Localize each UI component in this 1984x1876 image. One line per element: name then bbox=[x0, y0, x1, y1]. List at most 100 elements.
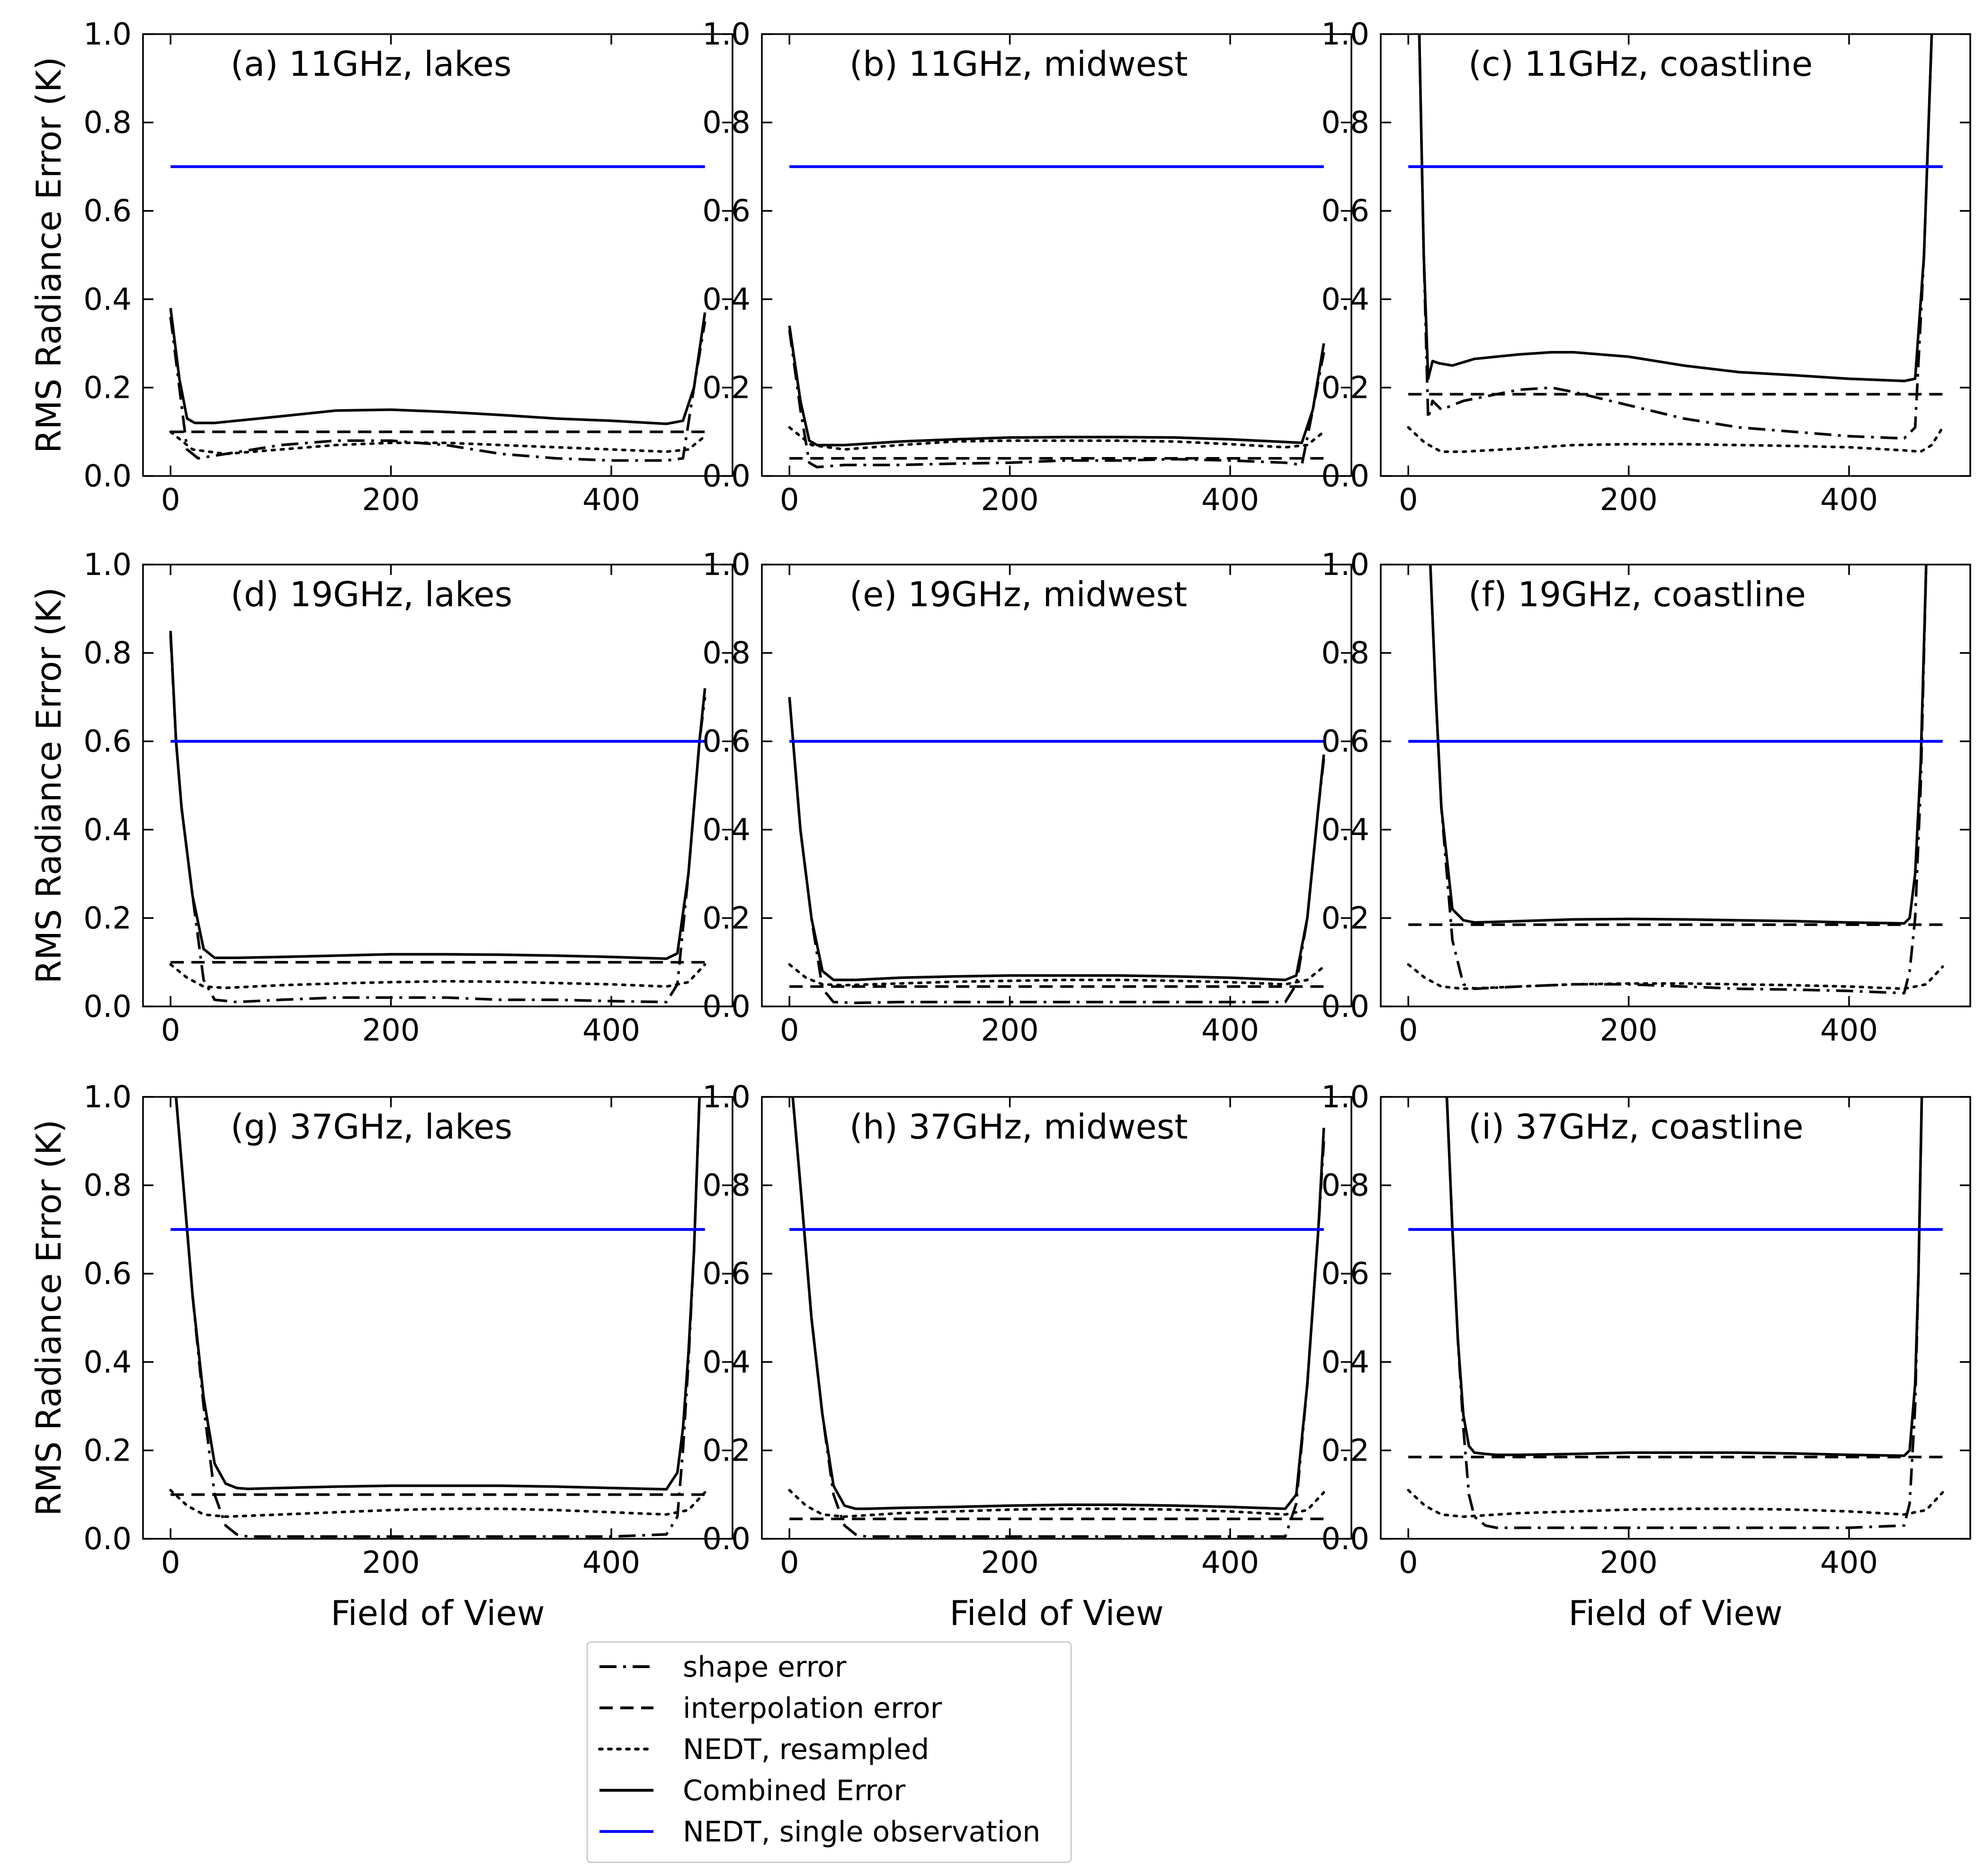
series-shape-error bbox=[1418, 34, 1933, 440]
panel-2: 0 200 400 0.0 0.2 0.4 0.6 0.8 1.0 (b) 11GHz, midw… bbox=[702, 17, 1352, 518]
y-tick-label: 0.2 bbox=[83, 1433, 132, 1468]
y-tick-label: 0.6 bbox=[83, 724, 132, 759]
x-tick-label: 400 bbox=[1820, 1545, 1878, 1580]
series-nedt-resampled bbox=[788, 1489, 1325, 1518]
axes-frame bbox=[142, 564, 733, 1007]
series-group bbox=[788, 1097, 1325, 1538]
y-tick-label: 0.4 bbox=[1321, 282, 1369, 317]
y-tick-label: 0.6 bbox=[702, 1257, 751, 1292]
series-nedt-resampled bbox=[1407, 426, 1944, 453]
axes-frame bbox=[1380, 33, 1971, 477]
axes-frame bbox=[1380, 1096, 1971, 1540]
panel-title: (a) 11GHz, lakes bbox=[231, 44, 511, 84]
axes-frame bbox=[142, 33, 733, 477]
series-shape-error bbox=[791, 1097, 1325, 1538]
x-tick-label: 0 bbox=[780, 483, 799, 518]
y-tick-label: 0.0 bbox=[1321, 1522, 1369, 1557]
panel-title: (e) 19GHz, midwest bbox=[849, 574, 1187, 614]
series-combined-error bbox=[175, 1097, 701, 1491]
legend-label: NEDT, resampled bbox=[683, 1733, 929, 1766]
panel-title: (b) 11GHz, midwest bbox=[849, 44, 1188, 84]
y-tick-label: 1.0 bbox=[83, 1080, 132, 1115]
x-tick-label: 400 bbox=[1201, 1545, 1259, 1580]
series-group bbox=[788, 697, 1325, 1005]
y-tick-label: 0.0 bbox=[1321, 989, 1369, 1024]
x-tick-label: 200 bbox=[1600, 1013, 1658, 1048]
x-tick-label: 0 bbox=[1399, 1545, 1418, 1580]
series-nedt-resampled bbox=[169, 430, 706, 456]
panel-title: (f) 19GHz, coastline bbox=[1468, 574, 1806, 614]
x-tick-label: 0 bbox=[161, 1013, 180, 1048]
y-tick-label: 0.8 bbox=[1321, 106, 1369, 141]
y-tick-label: 0.0 bbox=[83, 459, 132, 494]
x-tick-label: 200 bbox=[1600, 1545, 1658, 1580]
y-tick-label: 0.8 bbox=[83, 1168, 132, 1203]
series-shape-error bbox=[175, 1097, 701, 1538]
x-tick-label: 400 bbox=[582, 483, 640, 518]
x-axis-label: Field of View bbox=[949, 1593, 1163, 1633]
y-tick-label: 1.0 bbox=[702, 548, 751, 583]
series-combined-error bbox=[788, 325, 1325, 447]
y-tick-label: 0.2 bbox=[83, 370, 132, 405]
y-tick-label: 1.0 bbox=[1321, 17, 1369, 52]
x-tick-label: 400 bbox=[1201, 483, 1259, 518]
y-tick-label: 0.8 bbox=[1321, 1168, 1369, 1203]
y-tick-label: 0.0 bbox=[702, 459, 751, 494]
x-axis-label: Field of View bbox=[331, 1593, 545, 1633]
panels: 0 200 400 0.0 0.2 0.4 0.6 0.8 1.0 (a) 11GHz, lake… bbox=[29, 17, 1971, 1633]
y-axis-label: RMS Radiance Error (K) bbox=[29, 57, 69, 453]
x-tick-label: 0 bbox=[1399, 1013, 1418, 1048]
y-tick-label: 1.0 bbox=[83, 548, 132, 583]
series-combined-error bbox=[788, 697, 1325, 981]
series-combined-error bbox=[169, 308, 706, 425]
x-tick-label: 400 bbox=[1201, 1013, 1259, 1048]
x-tick-label: 400 bbox=[582, 1013, 640, 1048]
y-tick-label: 0.4 bbox=[702, 282, 751, 317]
panel-8: 0 200 400 0.0 0.2 0.4 0.6 0.8 1.0 (h) 37GHz, midw… bbox=[702, 1080, 1352, 1633]
panel-6: 0 200 400 0.0 0.2 0.4 0.6 0.8 1.0 (f) 19GHz, coas… bbox=[1321, 548, 1971, 1048]
y-tick-label: 0.0 bbox=[1321, 459, 1369, 494]
y-tick-label: 0.0 bbox=[83, 1522, 132, 1557]
axes-frame bbox=[142, 1096, 733, 1540]
x-tick-label: 0 bbox=[780, 1545, 799, 1580]
y-tick-label: 1.0 bbox=[83, 17, 132, 52]
series-combined-error bbox=[1429, 565, 1928, 925]
series-nedt-resampled bbox=[788, 426, 1325, 451]
y-tick-label: 1.0 bbox=[702, 17, 751, 52]
x-tick-label: 200 bbox=[362, 1013, 420, 1048]
y-tick-label: 0.8 bbox=[83, 636, 132, 671]
series-shape-error bbox=[1445, 1097, 1923, 1529]
y-tick-label: 0.6 bbox=[1321, 194, 1369, 229]
x-tick-label: 400 bbox=[1820, 483, 1878, 518]
y-tick-label: 1.0 bbox=[1321, 1080, 1369, 1115]
y-tick-label: 0.4 bbox=[1321, 1345, 1369, 1380]
series-nedt-resampled bbox=[169, 1489, 706, 1518]
panel-title: (i) 37GHz, coastline bbox=[1468, 1107, 1804, 1147]
series-combined-error bbox=[169, 630, 706, 960]
series-shape-error bbox=[788, 330, 1325, 469]
series-shape-error bbox=[169, 635, 706, 1004]
y-tick-label: 0.8 bbox=[702, 106, 751, 141]
y-tick-label: 0.2 bbox=[702, 1433, 751, 1468]
legend-label: NEDT, single observation bbox=[683, 1815, 1040, 1849]
series-group bbox=[1407, 34, 1944, 453]
panel-5: 0 200 400 0.0 0.2 0.4 0.6 0.8 1.0 (e) 19GHz, midw… bbox=[702, 548, 1352, 1048]
y-tick-label: 0.2 bbox=[1321, 901, 1369, 936]
x-tick-label: 200 bbox=[1600, 483, 1658, 518]
legend-label: Combined Error bbox=[683, 1774, 905, 1807]
panel-7: 0 200 400 0.0 0.2 0.4 0.6 0.8 1.0 (g) 37GHz, lake… bbox=[29, 1080, 733, 1633]
legend-label: shape error bbox=[683, 1651, 847, 1684]
panel-title: (c) 11GHz, coastline bbox=[1468, 44, 1813, 84]
legend-box bbox=[586, 1641, 1072, 1863]
x-tick-label: 0 bbox=[1399, 483, 1418, 518]
axes-frame bbox=[761, 33, 1352, 477]
y-axis-label: RMS Radiance Error (K) bbox=[29, 587, 69, 984]
y-tick-label: 0.4 bbox=[83, 813, 132, 848]
y-tick-label: 0.2 bbox=[83, 901, 132, 936]
axes-frame bbox=[761, 564, 1352, 1007]
y-tick-label: 0.4 bbox=[702, 813, 751, 848]
y-axis-label: RMS Radiance Error (K) bbox=[29, 1120, 69, 1516]
panel-9: 0 200 400 0.0 0.2 0.4 0.6 0.8 1.0 (i) 37GHz, coas… bbox=[1321, 1080, 1971, 1633]
x-tick-label: 200 bbox=[981, 483, 1039, 518]
